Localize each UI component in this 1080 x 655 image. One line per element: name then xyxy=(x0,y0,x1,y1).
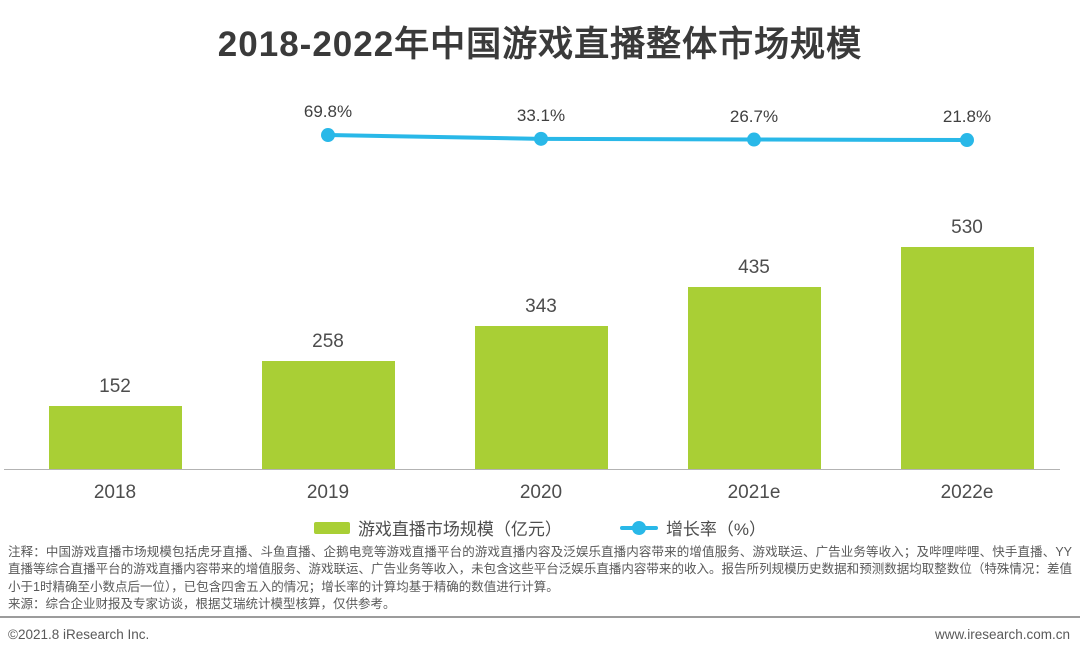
growth-point-2020 xyxy=(534,131,548,146)
x-axis-label-2019: 2019 xyxy=(306,482,350,503)
bar-value-label-2021e: 435 xyxy=(738,257,770,278)
copyright-text: ©2021.8 iResearch Inc. xyxy=(8,627,150,642)
x-axis-label-2021e: 2021e xyxy=(727,482,781,503)
footnotes: 注释：中国游戏直播市场规模包括虎牙直播、斗鱼直播、企鹅电竞等游戏直播平台的游戏直… xyxy=(8,544,1072,614)
legend-item-market-size: 游戏直播市场规模（亿元） xyxy=(313,515,562,540)
growth-label-2022e: 21.8% xyxy=(942,107,992,127)
x-axis-label-2018: 2018 xyxy=(93,482,137,503)
footnote-text: 注释：中国游戏直播市场规模包括虎牙直播、斗鱼直播、企鹅电竞等游戏直播平台的游戏直… xyxy=(8,545,1072,594)
growth-point-2019 xyxy=(321,128,335,143)
footer-divider xyxy=(0,616,1080,618)
chart-title: 2018-2022年中国游戏直播整体市场规模 xyxy=(217,25,863,64)
bar-2021e xyxy=(687,287,821,470)
x-axis-line xyxy=(4,469,1060,470)
growth-point-2022e xyxy=(960,133,974,148)
bar-2022e xyxy=(900,247,1034,470)
legend-label-market-size: 游戏直播市场规模（亿元） xyxy=(357,520,562,539)
bar-2019 xyxy=(261,361,395,470)
growth-label-2019: 69.8% xyxy=(303,102,353,122)
footer: ©2021.8 iResearch Inc. www.iresearch.com… xyxy=(8,627,1070,642)
bar-value-label-2018: 152 xyxy=(99,376,131,397)
bar-2018 xyxy=(48,406,182,470)
growth-label-2020: 33.1% xyxy=(516,105,566,125)
bar-value-label-2019: 258 xyxy=(312,331,344,352)
legend-label-growth-rate: 增长率（%） xyxy=(665,520,767,539)
legend-item-growth-rate: 增长率（%） xyxy=(619,515,767,540)
chart-area: 152 2018 258 2019 343 2020 435 2021e 530 2022e 69… xyxy=(4,102,1060,503)
growth-point-2021e xyxy=(747,132,761,147)
growth-label-2021e: 26.7% xyxy=(729,106,779,126)
bar-2020 xyxy=(474,326,608,470)
bar-legend-swatch-icon xyxy=(313,521,350,534)
growth-rate-line xyxy=(321,128,974,148)
line-legend-swatch-icon xyxy=(619,520,658,535)
legend: 游戏直播市场规模（亿元） 增长率（%） xyxy=(0,515,1080,540)
x-axis-label-2022e: 2022e xyxy=(940,482,994,503)
dot-glyph xyxy=(631,520,646,535)
x-axis-label-2020: 2020 xyxy=(519,482,563,503)
website-url: www.iresearch.com.cn xyxy=(934,627,1070,642)
growth-line-path xyxy=(327,133,968,143)
bar-value-label-2022e: 530 xyxy=(951,217,983,238)
bar-value-label-2020: 343 xyxy=(525,296,557,317)
source-text: 来源：综合企业财报及专家访谈，根据艾瑞统计模型核算，仅供参考。 xyxy=(8,597,396,612)
